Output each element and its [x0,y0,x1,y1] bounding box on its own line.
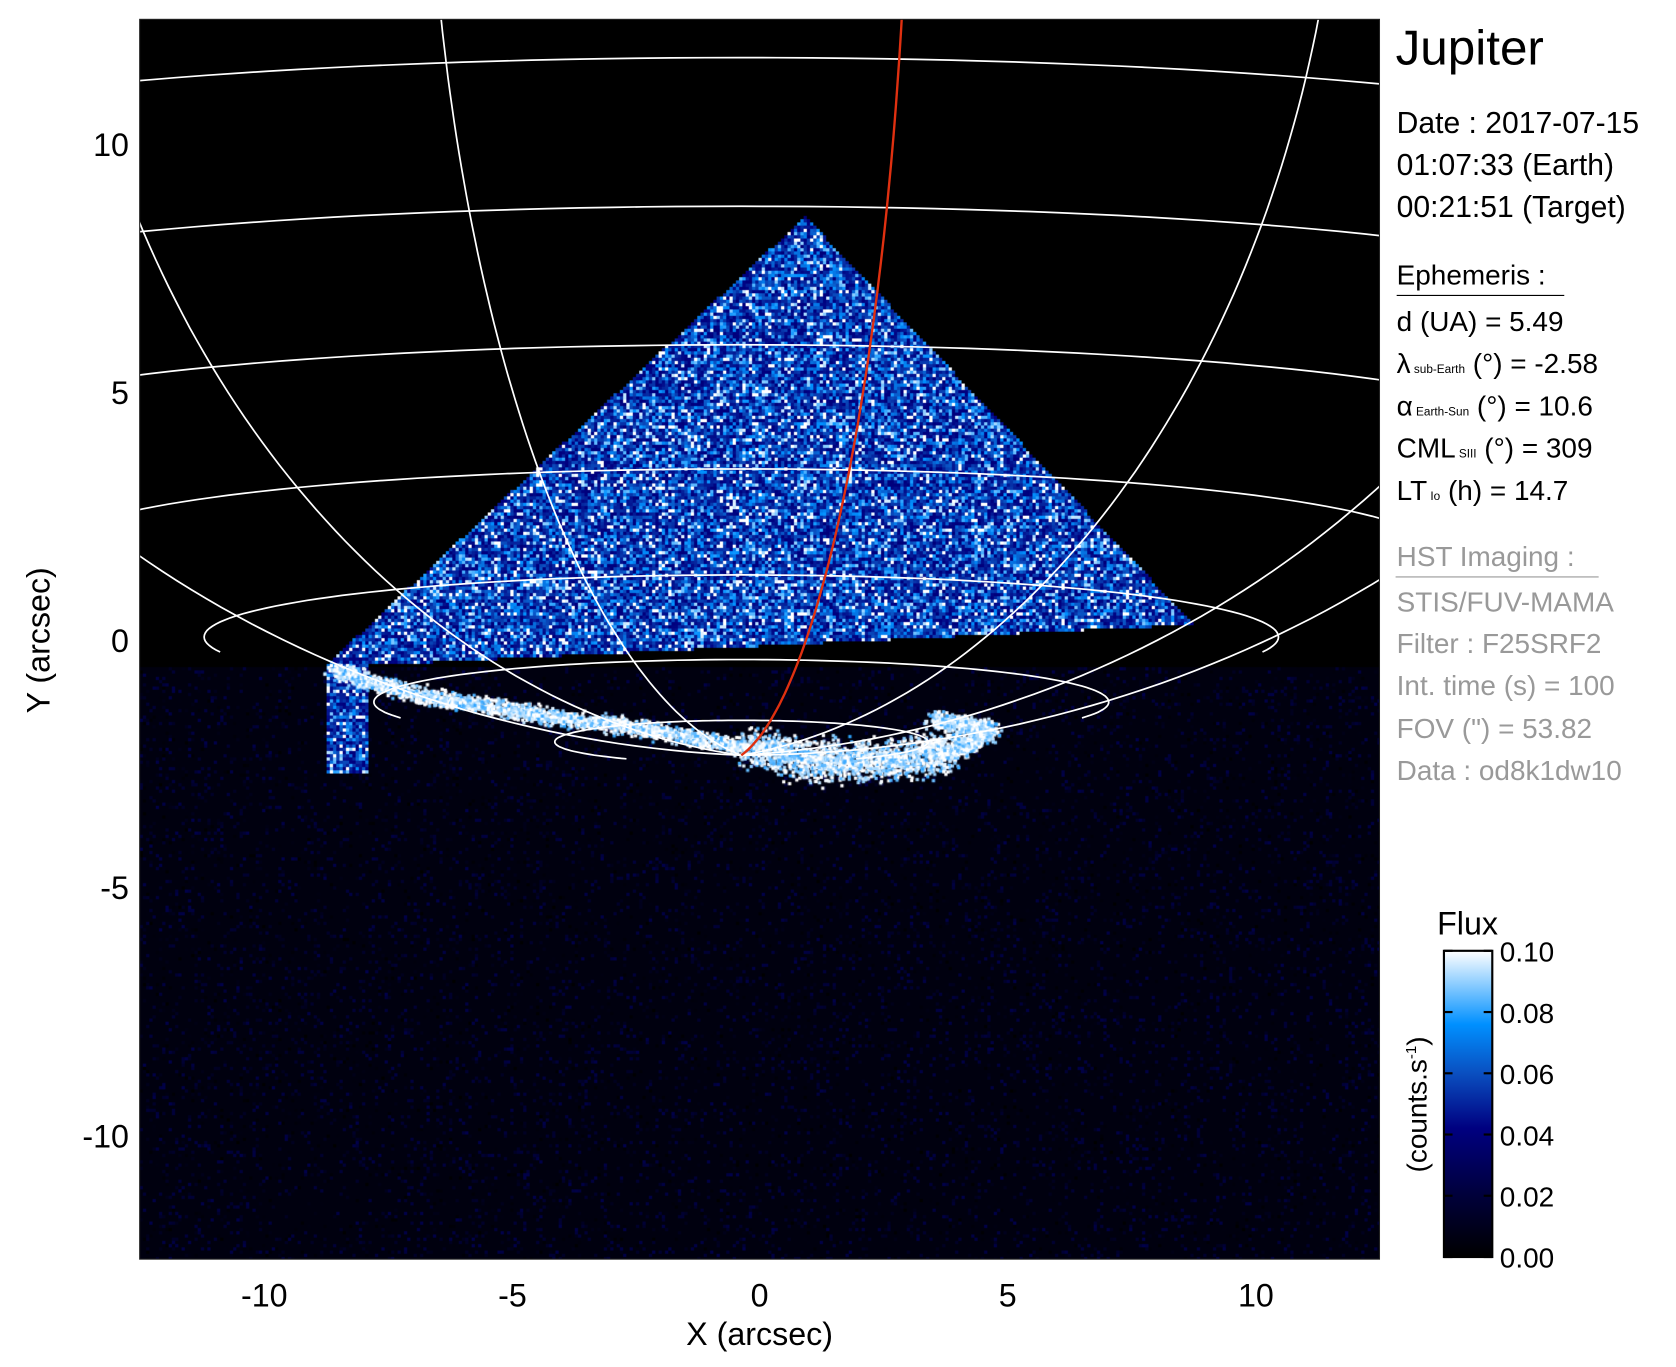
colorbar-tick-label: 0.02 [1500,1182,1554,1213]
colorbar-tick-label: 0.08 [1500,998,1554,1029]
plot-frame [140,19,1380,1259]
hst-data-id: Data : od8k1dw10 [1397,755,1622,786]
latitude-line [204,575,1278,652]
ephemeris-row: λ sub-Earth (°) = -2.58 [1397,348,1598,379]
meridian-line [741,0,1342,755]
hst-info: HST Imaging : STIS/FUV-MAMA Filter : F25… [1396,541,1622,786]
target-title: Jupiter [1396,20,1544,75]
hst-instrument: STIS/FUV-MAMA [1397,586,1615,617]
hst-header: HST Imaging : [1397,541,1575,572]
y-tick-label: 5 [111,375,129,411]
y-tick-label: 0 [111,623,129,659]
colorbar-tick-label: 0.04 [1500,1120,1554,1151]
hst-fov: FOV (") = 53.82 [1397,713,1592,744]
meridian-line [427,0,741,755]
hst-int-time: Int. time (s) = 100 [1397,670,1615,701]
x-tick-label: -10 [241,1277,288,1313]
colorbar-title: Flux [1437,906,1498,942]
x-tick-label: 0 [751,1277,769,1313]
ephemeris-header: Ephemeris : [1397,260,1546,291]
hst-filter: Filter : F25SRF2 [1397,628,1602,659]
x-axis: -10 -5 0 5 10 X (arcsec) [241,1277,1274,1352]
meridian-line [51,0,742,755]
obs-date: Date : 2017-07-15 [1397,107,1639,140]
ephemeris-row: LT Io (h) = 14.7 [1397,475,1569,506]
latitude-line [51,469,1432,560]
ephemeris-row: α Earth-Sun (°) = 10.6 [1397,390,1593,421]
y-axis-label: Y (arcsec) [20,567,56,713]
ephemeris-list: d (UA) = 5.49 λ sub-Earth (°) = -2.58 α Eart… [1397,306,1598,506]
y-tick-label: -5 [100,870,129,906]
colorbar-unit-label: (counts.s-1) [1402,1036,1433,1172]
x-tick-label: 10 [1238,1277,1274,1313]
colorbar-tick-label: 0.06 [1500,1059,1554,1090]
ephemeris-row: d (UA) = 5.49 [1397,306,1564,337]
colorbar-gradient [1444,951,1492,1257]
x-tick-label: -5 [498,1277,527,1313]
earth-time: 01:07:33 (Earth) [1397,149,1614,182]
highlighted-meridian [741,0,909,755]
y-tick-label: 10 [93,127,129,163]
latitude-line [0,345,1564,450]
y-axis: -10 -5 0 5 10 Y (arcsec) [20,127,129,1155]
colorbar-tick-label: 0.00 [1500,1243,1554,1274]
colorbar: Flux 0.00 0.02 0.04 0.06 0.08 0.10 (counts.s-… [1402,906,1554,1274]
figure: -10 -5 0 5 10 X (arcsec) -10 -5 0 5 10 Y… [0,0,1676,1367]
x-axis-label: X (arcsec) [686,1316,833,1352]
figure-overlay: -10 -5 0 5 10 X (arcsec) -10 -5 0 5 10 Y… [0,0,1676,1367]
latitude-line [374,660,1109,718]
colorbar-tick-label: 0.10 [1500,937,1554,968]
target-time: 00:21:51 (Target) [1397,191,1626,224]
y-tick-label: -10 [82,1118,129,1154]
ephemeris-row: CML SIII (°) = 309 [1397,433,1593,464]
x-tick-label: 5 [999,1277,1017,1313]
